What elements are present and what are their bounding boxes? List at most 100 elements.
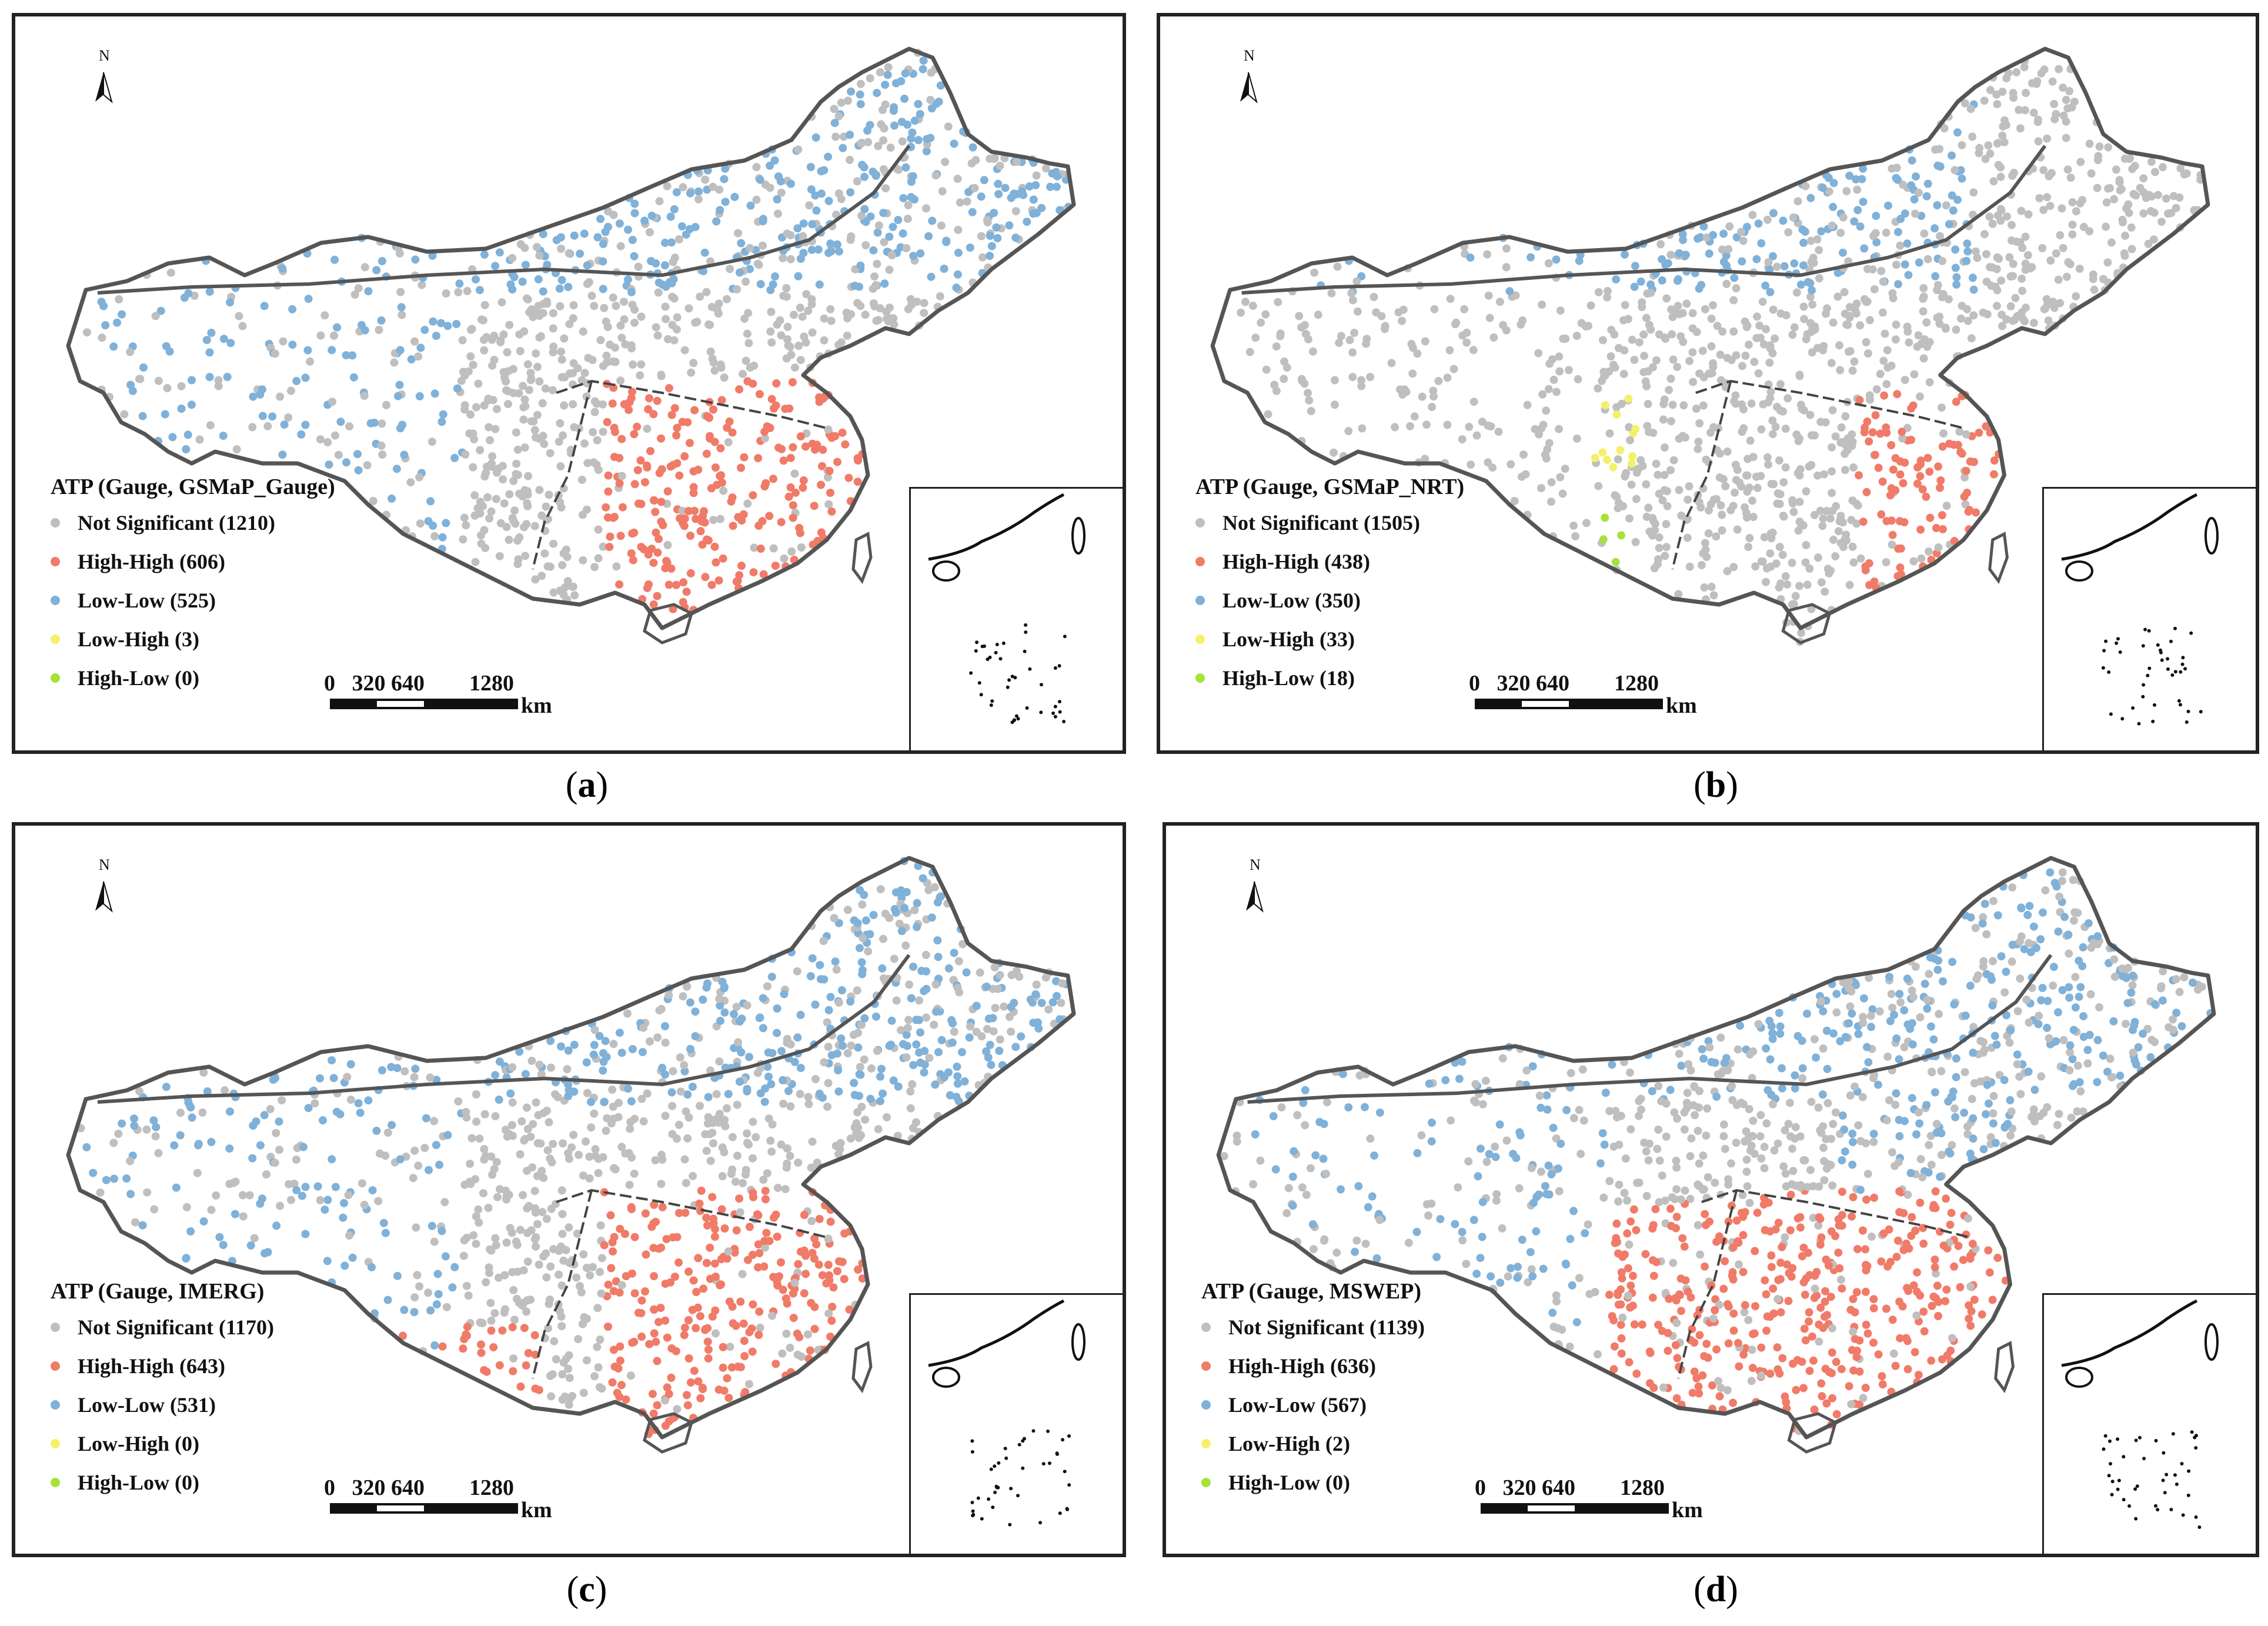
- station-point: [212, 1191, 221, 1200]
- station-point: [1860, 244, 1869, 253]
- station-point: [2018, 286, 2027, 295]
- station-point: [2002, 121, 2010, 129]
- station-point: [1547, 498, 1555, 506]
- station-point: [604, 1280, 613, 1289]
- station-point: [1718, 327, 1727, 336]
- station-point: [1869, 1304, 1878, 1313]
- station-point: [1742, 1127, 1751, 1136]
- station-point: [469, 360, 477, 369]
- station-point: [1861, 1245, 1870, 1254]
- station-point: [1942, 201, 1950, 210]
- station-point: [830, 914, 839, 923]
- station-point: [1795, 582, 1803, 590]
- island-dot: [977, 681, 981, 685]
- station-point: [702, 1213, 711, 1222]
- station-point: [432, 1300, 441, 1309]
- station-point: [1478, 1198, 1487, 1207]
- station-point: [1908, 156, 1916, 165]
- station-point: [1998, 88, 2007, 96]
- station-point: [808, 1248, 817, 1257]
- station-point: [1694, 445, 1702, 453]
- station-point: [691, 1007, 700, 1016]
- station-point: [1719, 229, 1728, 238]
- station-point: [661, 302, 670, 311]
- station-point: [1344, 427, 1353, 436]
- station-point: [920, 299, 928, 308]
- station-point: [745, 1053, 753, 1061]
- station-point: [599, 257, 607, 266]
- station-point: [858, 900, 867, 909]
- station-point: [1832, 502, 1841, 510]
- station-point: [788, 378, 797, 386]
- station-point: [558, 1370, 567, 1378]
- station-point: [1241, 298, 1250, 306]
- station-point: [1041, 164, 1050, 173]
- station-point: [838, 1041, 847, 1050]
- station-point: [1868, 1005, 1877, 1014]
- station-point: [1685, 562, 1694, 571]
- station-point: [629, 556, 637, 565]
- region-boundary: [1695, 379, 1964, 429]
- station-point: [1771, 334, 1779, 343]
- station-point: [1849, 463, 1858, 472]
- station-point: [1288, 1201, 1297, 1210]
- north-arrow-icon: [95, 881, 113, 913]
- station-point: [2029, 108, 2038, 117]
- station-point: [231, 1210, 239, 1218]
- station-point: [1627, 480, 1636, 489]
- station-point: [594, 554, 603, 563]
- station-point: [2005, 1039, 2014, 1047]
- station-point: [2085, 139, 2094, 148]
- station-point: [410, 1146, 419, 1155]
- station-point: [96, 1188, 105, 1197]
- station-point: [1786, 1132, 1795, 1141]
- station-point: [856, 90, 864, 99]
- station-point: [579, 1250, 588, 1258]
- station-point: [507, 1121, 516, 1130]
- station-point: [354, 466, 363, 475]
- station-point: [1970, 1296, 1979, 1304]
- station-point: [1821, 1287, 1830, 1296]
- station-point: [1891, 454, 1900, 463]
- station-point: [1967, 334, 1976, 343]
- station-point: [624, 225, 633, 234]
- station-point: [617, 1049, 626, 1057]
- station-point: [360, 326, 369, 335]
- station-point: [903, 1041, 911, 1050]
- station-point: [710, 1233, 719, 1241]
- station-point: [303, 346, 312, 355]
- station-point: [2121, 231, 2130, 240]
- station-point: [510, 506, 519, 515]
- station-point: [1742, 1167, 1751, 1176]
- station-point: [907, 994, 916, 1003]
- station-point: [372, 266, 381, 275]
- station-point: [996, 162, 1004, 171]
- station-point: [853, 478, 862, 486]
- island-dot: [1053, 705, 1057, 709]
- station-point: [1699, 1054, 1708, 1063]
- station-point: [1694, 1382, 1703, 1391]
- station-point: [797, 543, 806, 552]
- station-point: [2044, 316, 2053, 325]
- station-point: [728, 1133, 737, 1141]
- station-point: [884, 317, 893, 326]
- station-point: [1882, 558, 1890, 566]
- station-point: [1776, 1022, 1785, 1031]
- station-point: [636, 371, 644, 380]
- station-point: [1701, 305, 1709, 313]
- island-dot: [2170, 673, 2175, 677]
- station-point: [512, 1237, 520, 1246]
- station-point: [713, 305, 722, 314]
- station-point: [522, 294, 531, 303]
- station-point: [1548, 1308, 1557, 1317]
- station-point: [454, 1097, 463, 1106]
- station-point: [1859, 517, 1868, 526]
- station-point: [902, 244, 911, 252]
- station-point: [680, 452, 689, 460]
- station-point: [1925, 547, 1933, 556]
- station-point: [860, 205, 869, 213]
- station-point: [569, 400, 577, 409]
- station-point: [1793, 469, 1802, 478]
- station-point: [531, 1384, 540, 1393]
- station-point: [1498, 1224, 1507, 1233]
